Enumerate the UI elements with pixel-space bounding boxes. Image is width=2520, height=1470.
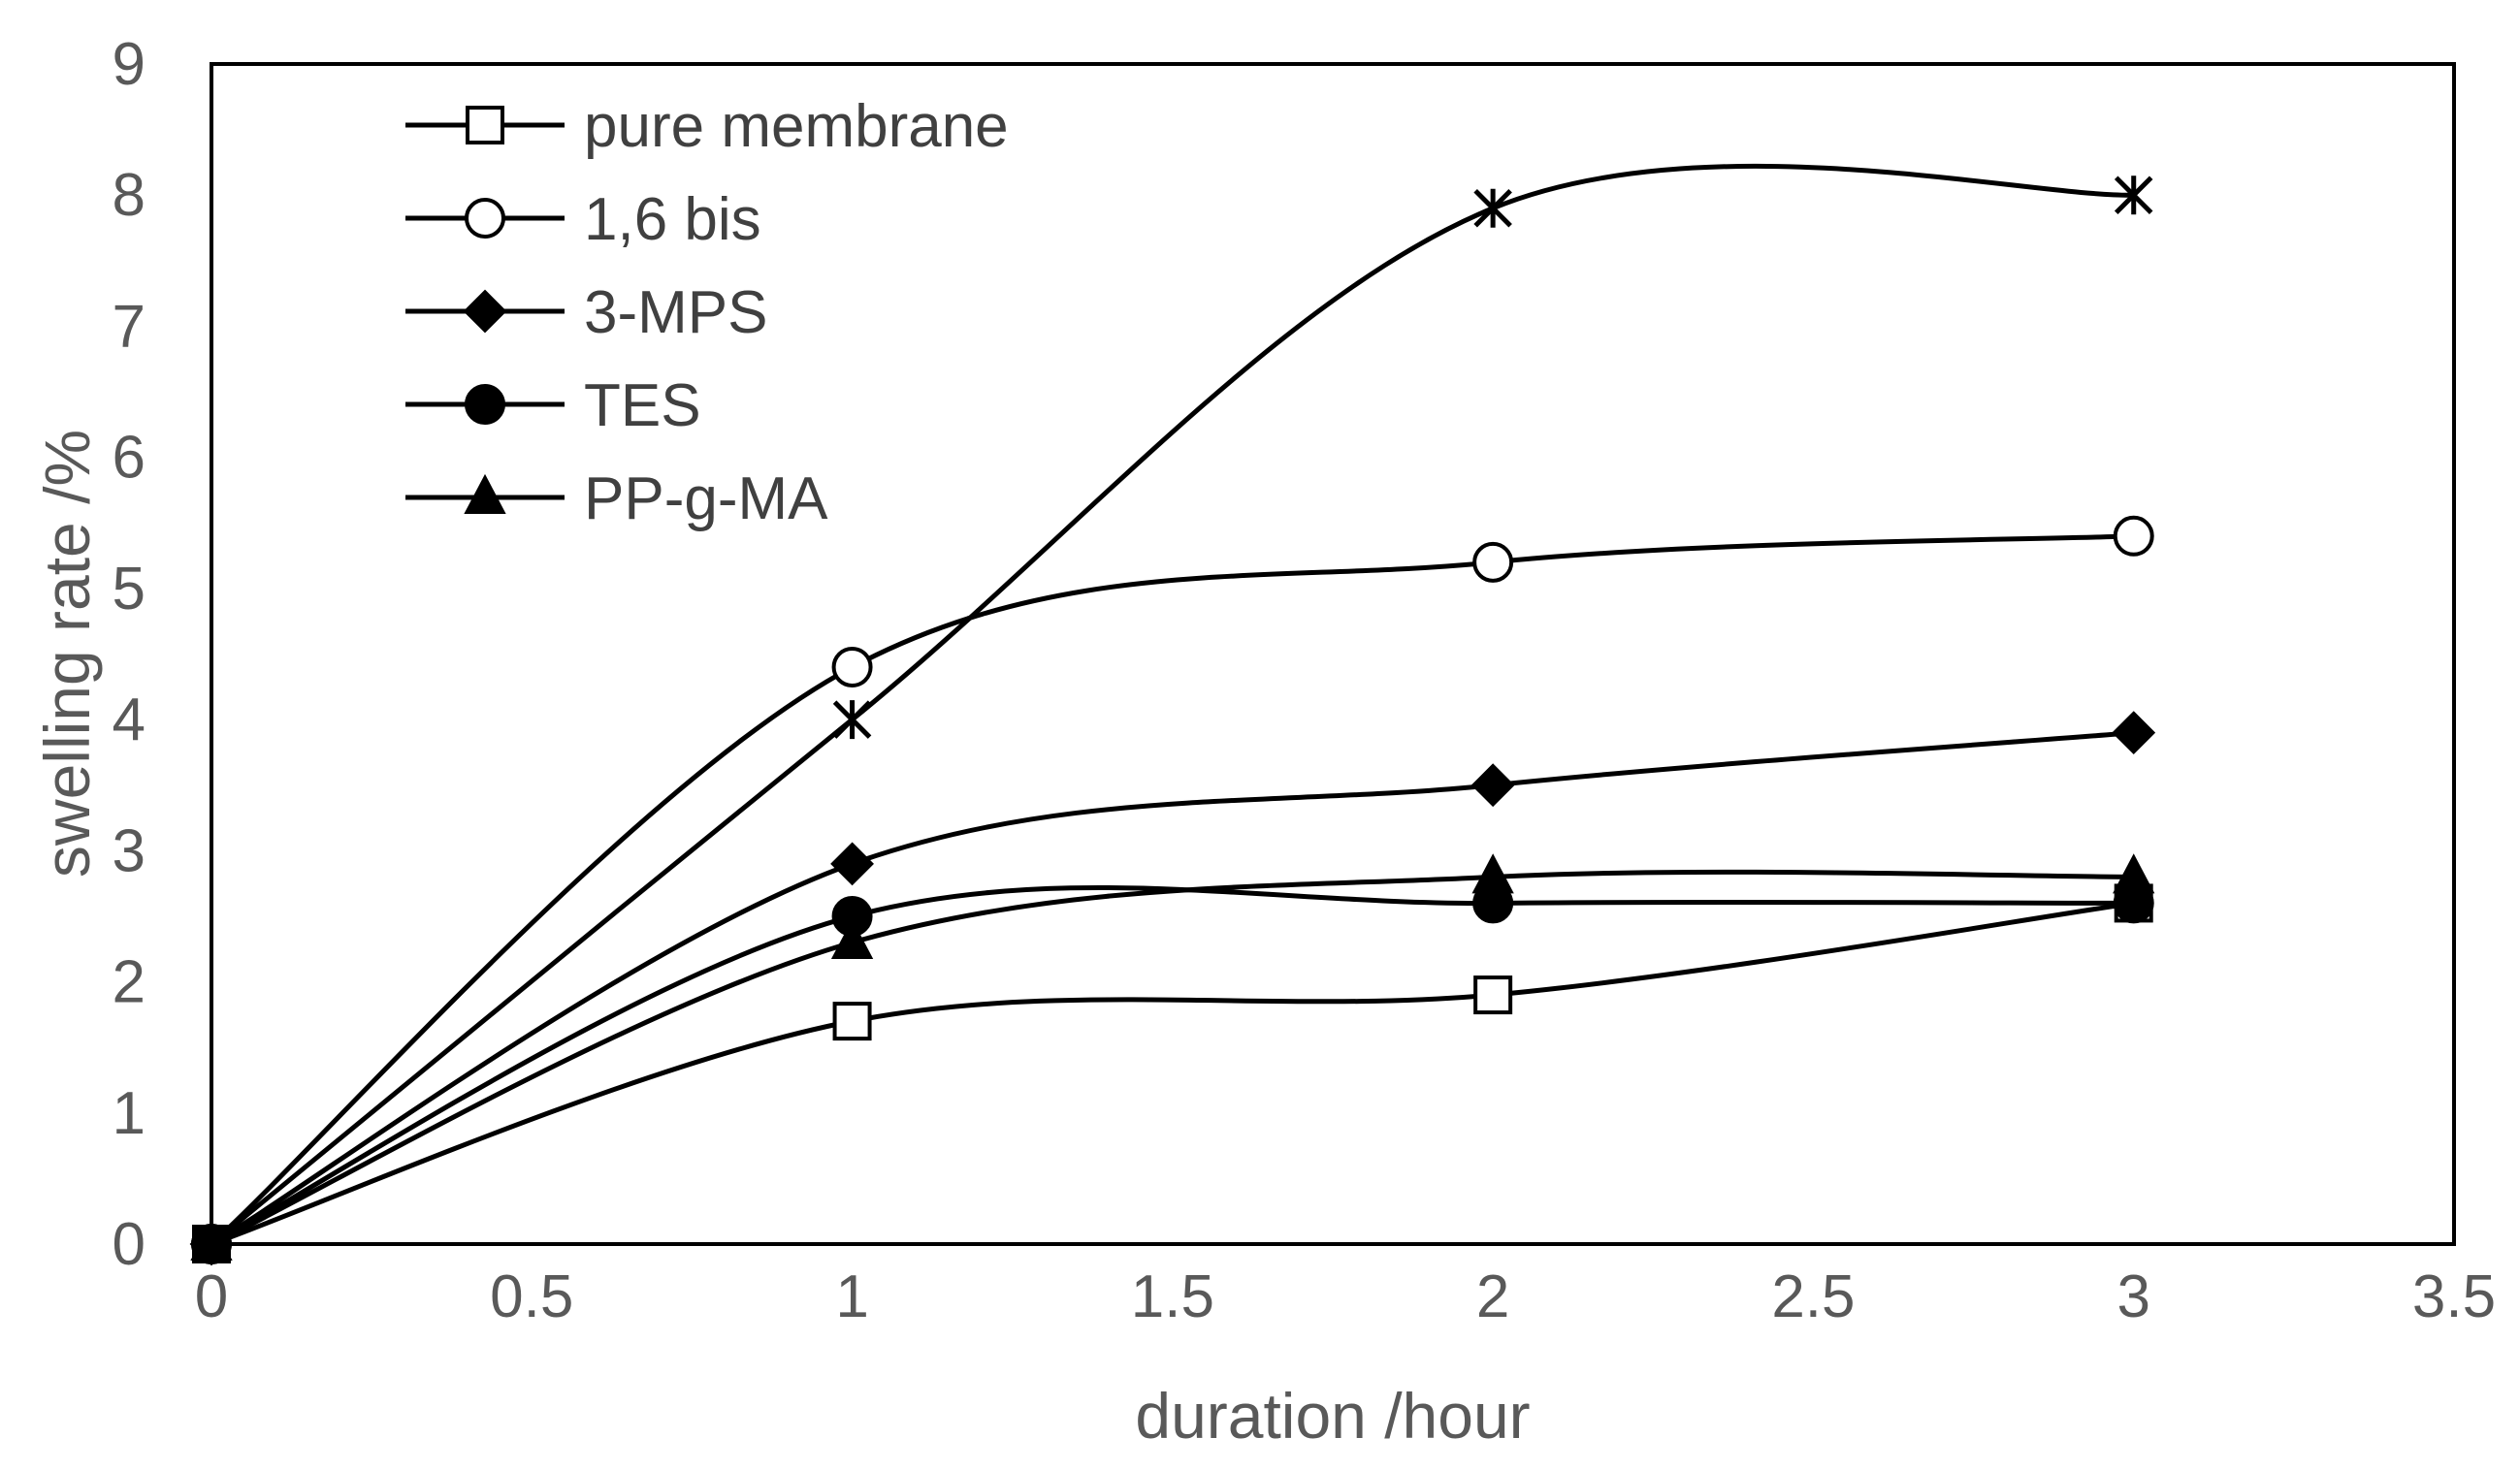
- data-point-3-mps-3: [2112, 711, 2156, 755]
- legend-marker-pp-g-ma: [464, 473, 506, 514]
- data-point-1-6-bis-3: [2113, 515, 2154, 557]
- x-tick-label: 2.5: [1771, 1263, 1855, 1330]
- legend-label: 3-MPS: [584, 279, 767, 346]
- y-tick-label: 0: [113, 1211, 145, 1278]
- data-point-pp-g-ma-1: [830, 918, 874, 959]
- y-tick-label: 6: [113, 425, 145, 492]
- legend-item-3-mps: 3-MPS: [405, 279, 767, 346]
- data-point-series-6-1: [832, 700, 872, 740]
- series-line-3-mps: [209, 730, 2137, 1247]
- series-line-series-6: [209, 163, 2137, 1247]
- legend-item-tes: TES: [405, 372, 701, 439]
- y-axis-ticks: 0 1 2 3 4 5 6 7 8 9: [113, 31, 145, 1278]
- legend-marker-pure-membrane: [466, 106, 504, 144]
- x-tick-label: 3: [2116, 1263, 2149, 1330]
- y-tick-label: 3: [113, 817, 145, 884]
- data-point-1-6-bis-2: [1472, 541, 1514, 583]
- x-axis-ticks: 0 0.5 1 1.5 2 2.5 3 3.5: [195, 1263, 2496, 1330]
- x-tick-label: 2: [1476, 1263, 1509, 1330]
- series-layer: [189, 163, 2156, 1266]
- data-point-pp-g-ma-3: [2113, 853, 2155, 894]
- y-tick-label: 1: [113, 1080, 145, 1147]
- data-point-series-6-0: [192, 1225, 231, 1263]
- series-line-pure-membrane: [209, 900, 2137, 1247]
- series-line-pp-g-ma: [209, 869, 2137, 1247]
- legend-label: pure membrane: [584, 93, 1009, 160]
- legend-marker-tes: [465, 384, 505, 425]
- data-point-pure-membrane-1: [832, 1002, 872, 1041]
- data-point-1-6-bis-1: [831, 647, 873, 688]
- plot-area: [210, 62, 2456, 1246]
- legend: pure membrane 1,6 bis 3-MPS TES PP-g-MA: [405, 93, 1009, 532]
- data-point-3-mps-1: [830, 842, 874, 886]
- y-tick-label: 7: [113, 293, 145, 360]
- y-tick-label: 8: [113, 162, 145, 229]
- data-point-pure-membrane-2: [1473, 975, 1513, 1015]
- series-pure-membrane: [192, 883, 2153, 1263]
- y-tick-label: 9: [113, 31, 145, 98]
- data-point-3-mps-2: [1470, 763, 1515, 808]
- data-point-pp-g-ma-2: [1471, 853, 1514, 894]
- x-tick-label: 3.5: [2412, 1263, 2496, 1330]
- legend-label: PP-g-MA: [584, 465, 828, 532]
- legend-marker-3-mps: [463, 289, 507, 334]
- legend-label: TES: [584, 372, 701, 439]
- data-point-series-6-2: [1473, 188, 1512, 228]
- legend-label: 1,6 bis: [584, 186, 761, 253]
- y-tick-label: 4: [113, 687, 145, 753]
- x-tick-label: 0: [195, 1263, 228, 1330]
- series-series-6: [192, 163, 2153, 1263]
- legend-item-1-6-bis: 1,6 bis: [405, 186, 761, 253]
- x-tick-label: 1: [835, 1263, 868, 1330]
- series-line-tes: [209, 884, 2137, 1247]
- x-axis-title: duration /hour: [1135, 1380, 1530, 1452]
- data-point-series-6-3: [2114, 176, 2153, 215]
- legend-marker-1-6-bis: [465, 198, 505, 239]
- legend-item-pure-membrane: pure membrane: [405, 93, 1009, 160]
- legend-item-pp-g-ma: PP-g-MA: [405, 465, 828, 532]
- x-tick-label: 0.5: [490, 1263, 573, 1330]
- y-axis-title: swelling rate /%: [31, 430, 103, 878]
- x-tick-label: 1.5: [1131, 1263, 1214, 1330]
- y-tick-label: 5: [113, 556, 145, 623]
- series-line-1-6-bis: [209, 533, 2137, 1247]
- y-tick-label: 2: [113, 949, 145, 1016]
